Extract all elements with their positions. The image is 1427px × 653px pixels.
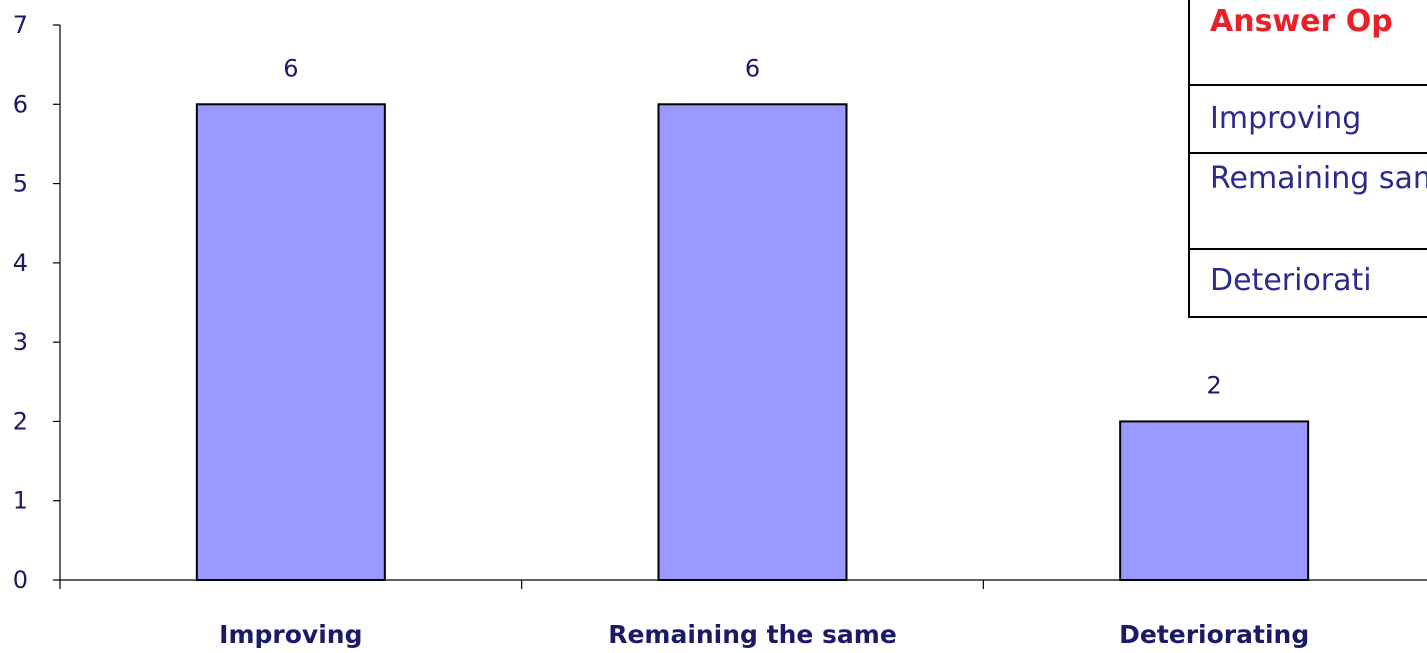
y-tick-label: 0 xyxy=(13,566,28,594)
y-tick-label: 5 xyxy=(13,170,28,198)
answer-table-row: Improving xyxy=(1189,85,1427,154)
bars xyxy=(195,103,1310,582)
answer-table-header: Answer Op xyxy=(1189,0,1427,86)
answer-table-cell-improving: Improving xyxy=(1189,85,1427,154)
y-tick-label: 6 xyxy=(13,90,28,118)
y-tick-label: 7 xyxy=(13,11,28,39)
answer-table-row: Deteriorati xyxy=(1189,249,1427,317)
category-label: Deteriorating xyxy=(1119,620,1309,649)
y-axis: 0 1 2 3 4 5 6 7 xyxy=(13,11,61,594)
bar xyxy=(1119,420,1310,581)
data-label: 6 xyxy=(283,54,298,82)
data-labels: 6 6 2 xyxy=(283,54,1222,399)
answer-table-cell-remaining: Remaining same xyxy=(1189,153,1427,250)
category-labels: Improving Remaining the same Deteriorating xyxy=(219,620,1309,649)
answer-table-cell-deteriorating: Deteriorati xyxy=(1210,263,1372,298)
y-tick-label: 4 xyxy=(13,249,28,277)
bar xyxy=(657,103,848,582)
x-axis xyxy=(59,579,1427,589)
category-label: Remaining the same xyxy=(608,620,897,649)
answer-table-row: Remaining same xyxy=(1189,153,1427,250)
answer-options-table: Answer Op Improving Remaining same Deter… xyxy=(1188,0,1427,318)
bar xyxy=(195,103,386,582)
y-tick-label: 3 xyxy=(13,328,28,356)
data-label: 2 xyxy=(1207,371,1222,399)
y-tick-label: 1 xyxy=(13,487,28,515)
answer-table-header-row: Answer Op xyxy=(1189,0,1427,86)
data-label: 6 xyxy=(745,54,760,82)
category-label: Improving xyxy=(219,620,362,649)
y-tick-label: 2 xyxy=(13,407,28,435)
